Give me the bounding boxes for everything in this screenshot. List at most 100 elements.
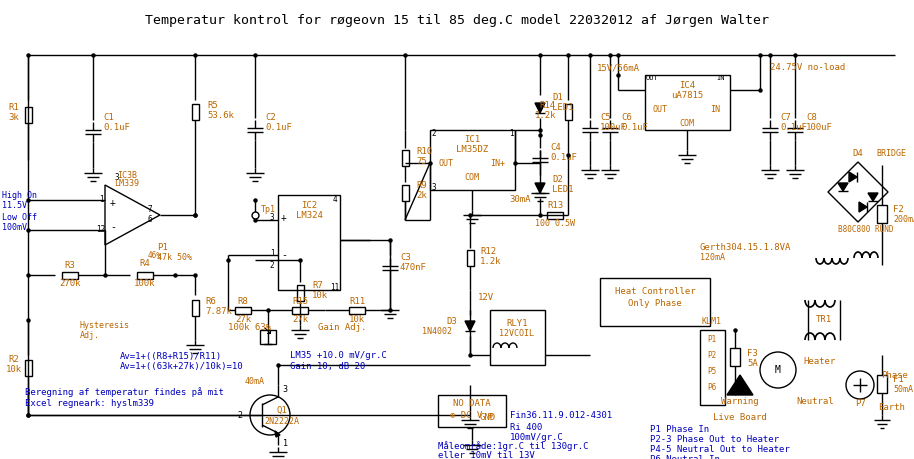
- Text: M: M: [775, 365, 781, 375]
- Text: Tp1: Tp1: [261, 206, 276, 214]
- Text: R13: R13: [547, 202, 563, 211]
- Text: IN: IN: [710, 106, 720, 114]
- Text: eller 10mV til 13V: eller 10mV til 13V: [438, 452, 535, 459]
- Text: R8: R8: [238, 297, 249, 306]
- Text: Måleområde:1gr.C til 130gr.C: Måleområde:1gr.C til 130gr.C: [438, 441, 589, 451]
- Text: 100mV: 100mV: [2, 224, 27, 233]
- Bar: [25, 107, 31, 123]
- Polygon shape: [535, 183, 545, 193]
- Text: F3: F3: [747, 349, 758, 358]
- Bar: [401, 150, 409, 166]
- Text: 100uF: 100uF: [600, 123, 627, 133]
- Bar: [62, 272, 78, 279]
- Polygon shape: [859, 202, 867, 212]
- Text: 15V/56mA: 15V/56mA: [597, 63, 640, 73]
- Text: R4: R4: [140, 259, 151, 269]
- Text: P6 Neutral In: P6 Neutral In: [650, 455, 720, 459]
- Text: 3: 3: [270, 213, 274, 223]
- Polygon shape: [849, 172, 857, 182]
- Text: 27k: 27k: [235, 314, 251, 324]
- Text: 40mA: 40mA: [245, 376, 265, 386]
- Text: C8: C8: [806, 113, 817, 123]
- Bar: [547, 212, 563, 218]
- Bar: [292, 307, 308, 313]
- Bar: [401, 185, 409, 201]
- Text: 12V: 12V: [478, 293, 494, 302]
- Text: P6: P6: [707, 384, 717, 392]
- Polygon shape: [465, 321, 475, 331]
- Text: TR1: TR1: [816, 315, 832, 325]
- Text: LM35 +10.0 mV/gr.C: LM35 +10.0 mV/gr.C: [290, 352, 387, 360]
- Text: OUT: OUT: [646, 75, 659, 81]
- Polygon shape: [275, 431, 280, 437]
- Text: R6: R6: [205, 297, 216, 306]
- Text: 24.75V no-load: 24.75V no-load: [770, 63, 845, 73]
- Text: 75: 75: [416, 157, 427, 167]
- Text: R9: R9: [416, 181, 427, 190]
- Text: 10k: 10k: [349, 314, 365, 324]
- Text: P1: P1: [707, 336, 717, 345]
- Bar: [730, 348, 740, 366]
- Text: R5: R5: [207, 101, 218, 110]
- Text: 1: 1: [99, 196, 103, 205]
- Text: B80C800 RUND: B80C800 RUND: [838, 225, 894, 235]
- Text: P1: P1: [157, 244, 168, 252]
- Text: IN+: IN+: [491, 158, 505, 168]
- Text: 12: 12: [96, 225, 106, 235]
- Text: 7: 7: [148, 206, 153, 214]
- Text: LM339: LM339: [114, 179, 140, 187]
- Text: Heater: Heater: [803, 358, 835, 366]
- Text: 2: 2: [270, 262, 274, 270]
- Text: 0.1uF: 0.1uF: [621, 123, 648, 133]
- Text: 0.1uF: 0.1uF: [780, 123, 807, 133]
- Text: Fin36.11.9.012-4301: Fin36.11.9.012-4301: [510, 410, 612, 420]
- Bar: [278, 195, 340, 290]
- Text: LM324: LM324: [295, 211, 323, 219]
- Text: 1: 1: [509, 129, 514, 138]
- Text: GND: GND: [480, 414, 496, 422]
- Text: 10k: 10k: [5, 365, 22, 375]
- Text: C6: C6: [621, 113, 632, 123]
- Polygon shape: [727, 375, 753, 395]
- Bar: [645, 75, 730, 130]
- Text: 3: 3: [114, 173, 120, 181]
- Text: +: +: [110, 198, 116, 208]
- Text: 7.87k: 7.87k: [205, 307, 232, 315]
- Text: 2N2222A: 2N2222A: [264, 416, 300, 425]
- Bar: [192, 300, 198, 316]
- Text: D1: D1: [552, 94, 563, 102]
- Text: C1: C1: [103, 113, 113, 123]
- Text: F2: F2: [893, 206, 904, 214]
- Text: 1: 1: [270, 250, 274, 258]
- Text: D4: D4: [853, 150, 864, 158]
- Bar: [466, 250, 473, 266]
- Text: 200mA: 200mA: [893, 215, 914, 224]
- Text: OUT: OUT: [439, 158, 453, 168]
- Bar: [349, 307, 365, 313]
- Text: C2: C2: [265, 113, 276, 123]
- Bar: [438, 395, 506, 427]
- Text: R12: R12: [480, 247, 496, 257]
- Text: 2k: 2k: [416, 191, 427, 201]
- Text: KLM1: KLM1: [702, 318, 722, 326]
- Text: 100mV/gr.C: 100mV/gr.C: [510, 433, 564, 442]
- Bar: [296, 285, 303, 301]
- Text: OUT: OUT: [653, 106, 667, 114]
- Text: 53.6k: 53.6k: [207, 111, 234, 119]
- Text: Temperatur kontrol for røgeovn 15 til 85 deg.C model 22032012 af Jørgen Walter: Temperatur kontrol for røgeovn 15 til 85…: [145, 14, 769, 27]
- Text: ⊕ DC V ⊕: ⊕ DC V ⊕: [451, 412, 494, 420]
- Text: 1: 1: [282, 438, 288, 448]
- Text: LM35DZ: LM35DZ: [456, 146, 488, 155]
- Bar: [877, 205, 887, 223]
- Text: 2: 2: [237, 410, 242, 420]
- Text: 100k: 100k: [134, 279, 155, 287]
- Text: 10k: 10k: [312, 291, 328, 301]
- Text: LED1: LED1: [552, 185, 573, 195]
- Text: R2: R2: [8, 356, 19, 364]
- Text: P5: P5: [707, 368, 717, 376]
- Text: Adj.: Adj.: [80, 331, 100, 341]
- Text: RLY1: RLY1: [506, 319, 527, 328]
- Text: Heat Controller: Heat Controller: [615, 286, 696, 296]
- Text: 0.1uF: 0.1uF: [550, 153, 577, 162]
- Bar: [430, 130, 515, 190]
